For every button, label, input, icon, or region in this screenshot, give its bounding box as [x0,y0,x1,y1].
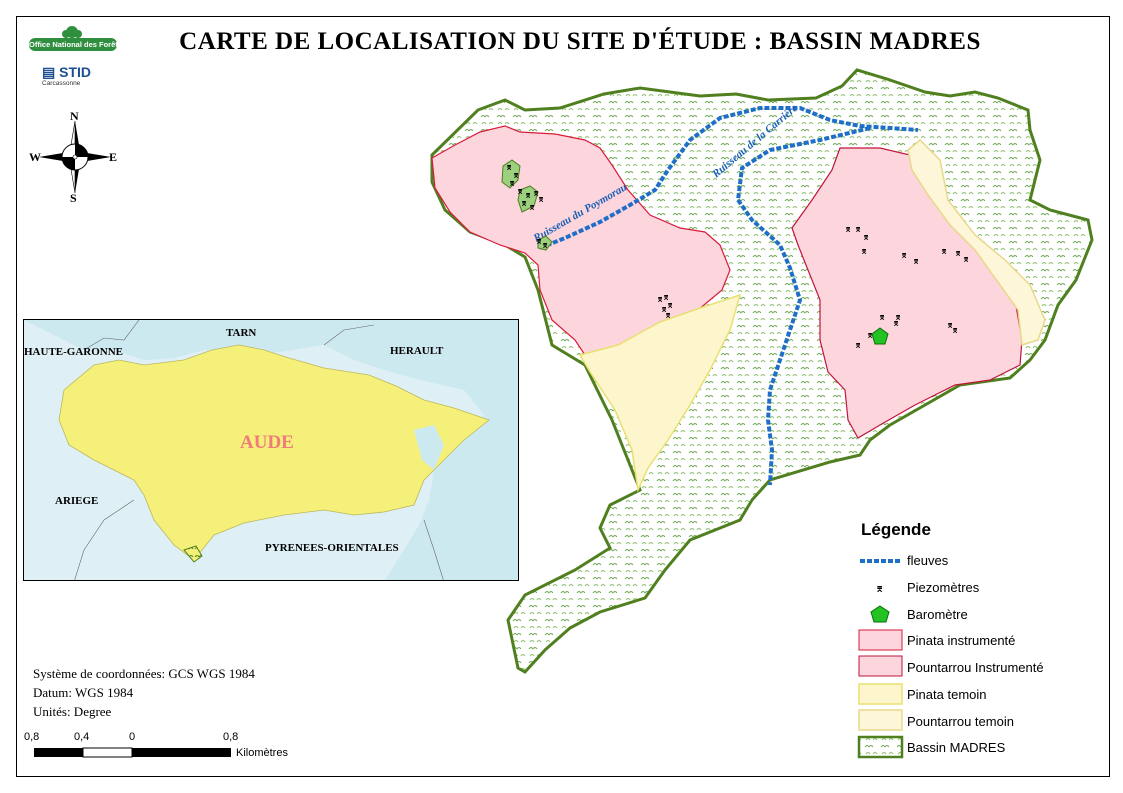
inset-map-shapes [24,320,518,580]
piezometer-marker: ⌆ [660,305,668,315]
onf-logo-text: Office National des Forêts [29,38,122,51]
scale-tick-2: 0,4 [74,731,90,743]
piezometer-marker: ⌆ [541,241,549,251]
piezometer-marker: ⌆ [878,313,886,323]
piezometer-marker: ⌆ [535,237,543,247]
small-feature-2 [517,185,539,213]
scale-bar [34,747,231,758]
legend-item-pountarrou-instrumente: Pountarrou Instrumenté [907,660,1044,675]
scale-tick-1: 0,8 [24,731,40,743]
compass-south: S [70,191,77,205]
legend-item-piezometres: Piezomètres [907,580,980,595]
inset-label-ariege: ARIEGE [55,495,99,507]
piezometer-marker: ⌆ [524,191,532,201]
piezometer-marker: ⌆ [912,257,920,267]
piezometer-marker: ⌆ [892,319,900,329]
piezometer-marker: ⌆ [954,249,962,259]
piezometer-marker: ⌆ [854,225,862,235]
inset-map [23,319,519,581]
piezometer-marker: ⌆ [664,311,672,321]
onf-logo-icon [62,26,82,38]
river-poymorau [539,106,919,250]
piezometer-marker: ⌆ [520,199,528,209]
zone-pountarrou-temoin [907,138,1046,346]
svg-text:⌆: ⌆ [875,582,884,595]
inset-label-aude: AUDE [240,432,294,453]
scale-tick-4: 0,8 [223,731,239,743]
piezometer-marker: ⌆ [512,171,520,181]
legend-item-barometre: Baromètre [907,607,968,622]
zone-pinata-temoin [578,293,742,493]
river-carriere [735,126,871,486]
piezometer-marker: ⌆ [951,326,959,336]
map-title: CARTE DE LOCALISATION DU SITE D'ÉTUDE : … [179,28,981,55]
coordinate-datum: Datum: WGS 1984 [33,685,134,700]
stid-logo-text: ▤ STID [42,64,92,80]
compass-west: W [29,150,41,164]
piezometer-marker: ⌆ [900,251,908,261]
piezometer-marker: ⌆ [866,331,874,341]
piezometer-marker: ⌆ [656,295,664,305]
scale-unit: Kilomètres [236,747,288,759]
piezometer-marker: ⌆ [962,255,970,265]
inset-label-tarn: TARN [226,327,257,339]
scale-tick-3: 0 [129,731,136,743]
legend-item-pountarrou-temoin: Pountarrou temoin [907,714,1014,729]
inset-label-herault: HERAULT [390,345,444,357]
piezometer-marker: ⌆ [860,247,868,257]
piezometer-marker: ⌆ [894,313,902,323]
stid-name: STID [59,64,92,80]
inset-label-haute-garonne: HAUTE-GARONNE [24,346,124,358]
piezometer-marker: ⌆ [532,189,540,199]
coordinate-system: Système de coordonnées: GCS WGS 1984 [33,666,255,681]
map-frame [16,16,1110,777]
stid-sub-text: Carcassonne [42,80,81,87]
compass-north: N [70,109,79,123]
legend-item-bassin-madres: Bassin MADRES [907,740,1006,755]
small-feature-1 [501,159,521,189]
piezometer-marker: ⌆ [537,195,545,205]
piezometer-marker: ⌆ [666,301,674,311]
barometer-marker [871,327,889,345]
piezometer-marker: ⌆ [940,247,948,257]
piezometer-marker: ⌆ [844,225,852,235]
legend-item-fleuves: fleuves [907,553,949,568]
piezometer-marker: ⌆ [505,163,513,173]
compass-rose [39,120,111,194]
piezometer-marker: ⌆ [516,187,524,197]
piezometer-marker: ⌆ [854,341,862,351]
piezometer-markers: ⌆⌆⌆⌆ ⌆ ⌆⌆⌆ ⌆⌆⌆⌆⌆⌆⌆⌆⌆ ⌆⌆⌆ ⌆⌆⌆ ⌆⌆⌆ ⌆⌆⌆⌆⌆⌆ [505,163,970,351]
legend-title: Légende [861,520,931,539]
piezometer-marker: ⌆ [528,203,536,213]
piezometer-marker: ⌆ [946,321,954,331]
piezometer-marker: ⌆ [508,179,516,189]
piezometer-marker: ⌆ [662,293,670,303]
legend-item-pinata-instrumente: Pinata instrumenté [907,633,1016,648]
coordinate-units: Unités: Degree [33,704,112,719]
small-feature-3 [537,235,553,251]
legend-symbols: ⌆ [857,559,904,759]
legend-item-pinata-temoin: Pinata temoin [907,687,987,702]
inset-label-pyrenees-orientales: PYRENEES-ORIENTALES [265,542,399,554]
compass-east: E [109,150,118,164]
piezometer-marker: ⌆ [862,233,870,243]
